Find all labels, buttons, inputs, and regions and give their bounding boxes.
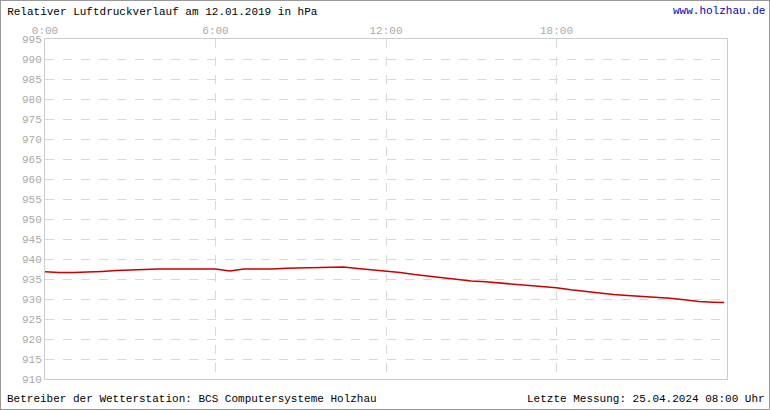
svg-text:960: 960 <box>22 174 42 186</box>
svg-text:995: 995 <box>22 34 42 46</box>
svg-text:920: 920 <box>22 334 42 346</box>
svg-text:975: 975 <box>22 114 42 126</box>
svg-text:955: 955 <box>22 194 42 206</box>
svg-text:915: 915 <box>22 354 42 366</box>
svg-text:940: 940 <box>22 254 42 266</box>
svg-text:930: 930 <box>22 294 42 306</box>
svg-text:990: 990 <box>22 54 42 66</box>
svg-text:0:00: 0:00 <box>32 25 58 37</box>
svg-text:Betreiber der Wetterstation: B: Betreiber der Wetterstation: BCS Compute… <box>7 393 377 405</box>
svg-text:935: 935 <box>22 274 42 286</box>
svg-text:965: 965 <box>22 154 42 166</box>
svg-text:970: 970 <box>22 134 42 146</box>
svg-text:18:00: 18:00 <box>540 25 573 37</box>
svg-text:925: 925 <box>22 314 42 326</box>
svg-text:12:00: 12:00 <box>369 25 402 37</box>
svg-text:980: 980 <box>22 94 42 106</box>
svg-text:985: 985 <box>22 74 42 86</box>
svg-text:Letzte Messung: 25.04.2024 08:: Letzte Messung: 25.04.2024 08:00 Uhr <box>527 393 765 405</box>
svg-text:945: 945 <box>22 234 42 246</box>
svg-text:950: 950 <box>22 214 42 226</box>
svg-text:www.holzhau.de: www.holzhau.de <box>673 5 765 17</box>
svg-text:910: 910 <box>22 374 42 386</box>
svg-text:6:00: 6:00 <box>202 25 228 37</box>
svg-text:Relativer Luftdruckverlauf am: Relativer Luftdruckverlauf am 12.01.2019… <box>7 6 318 18</box>
